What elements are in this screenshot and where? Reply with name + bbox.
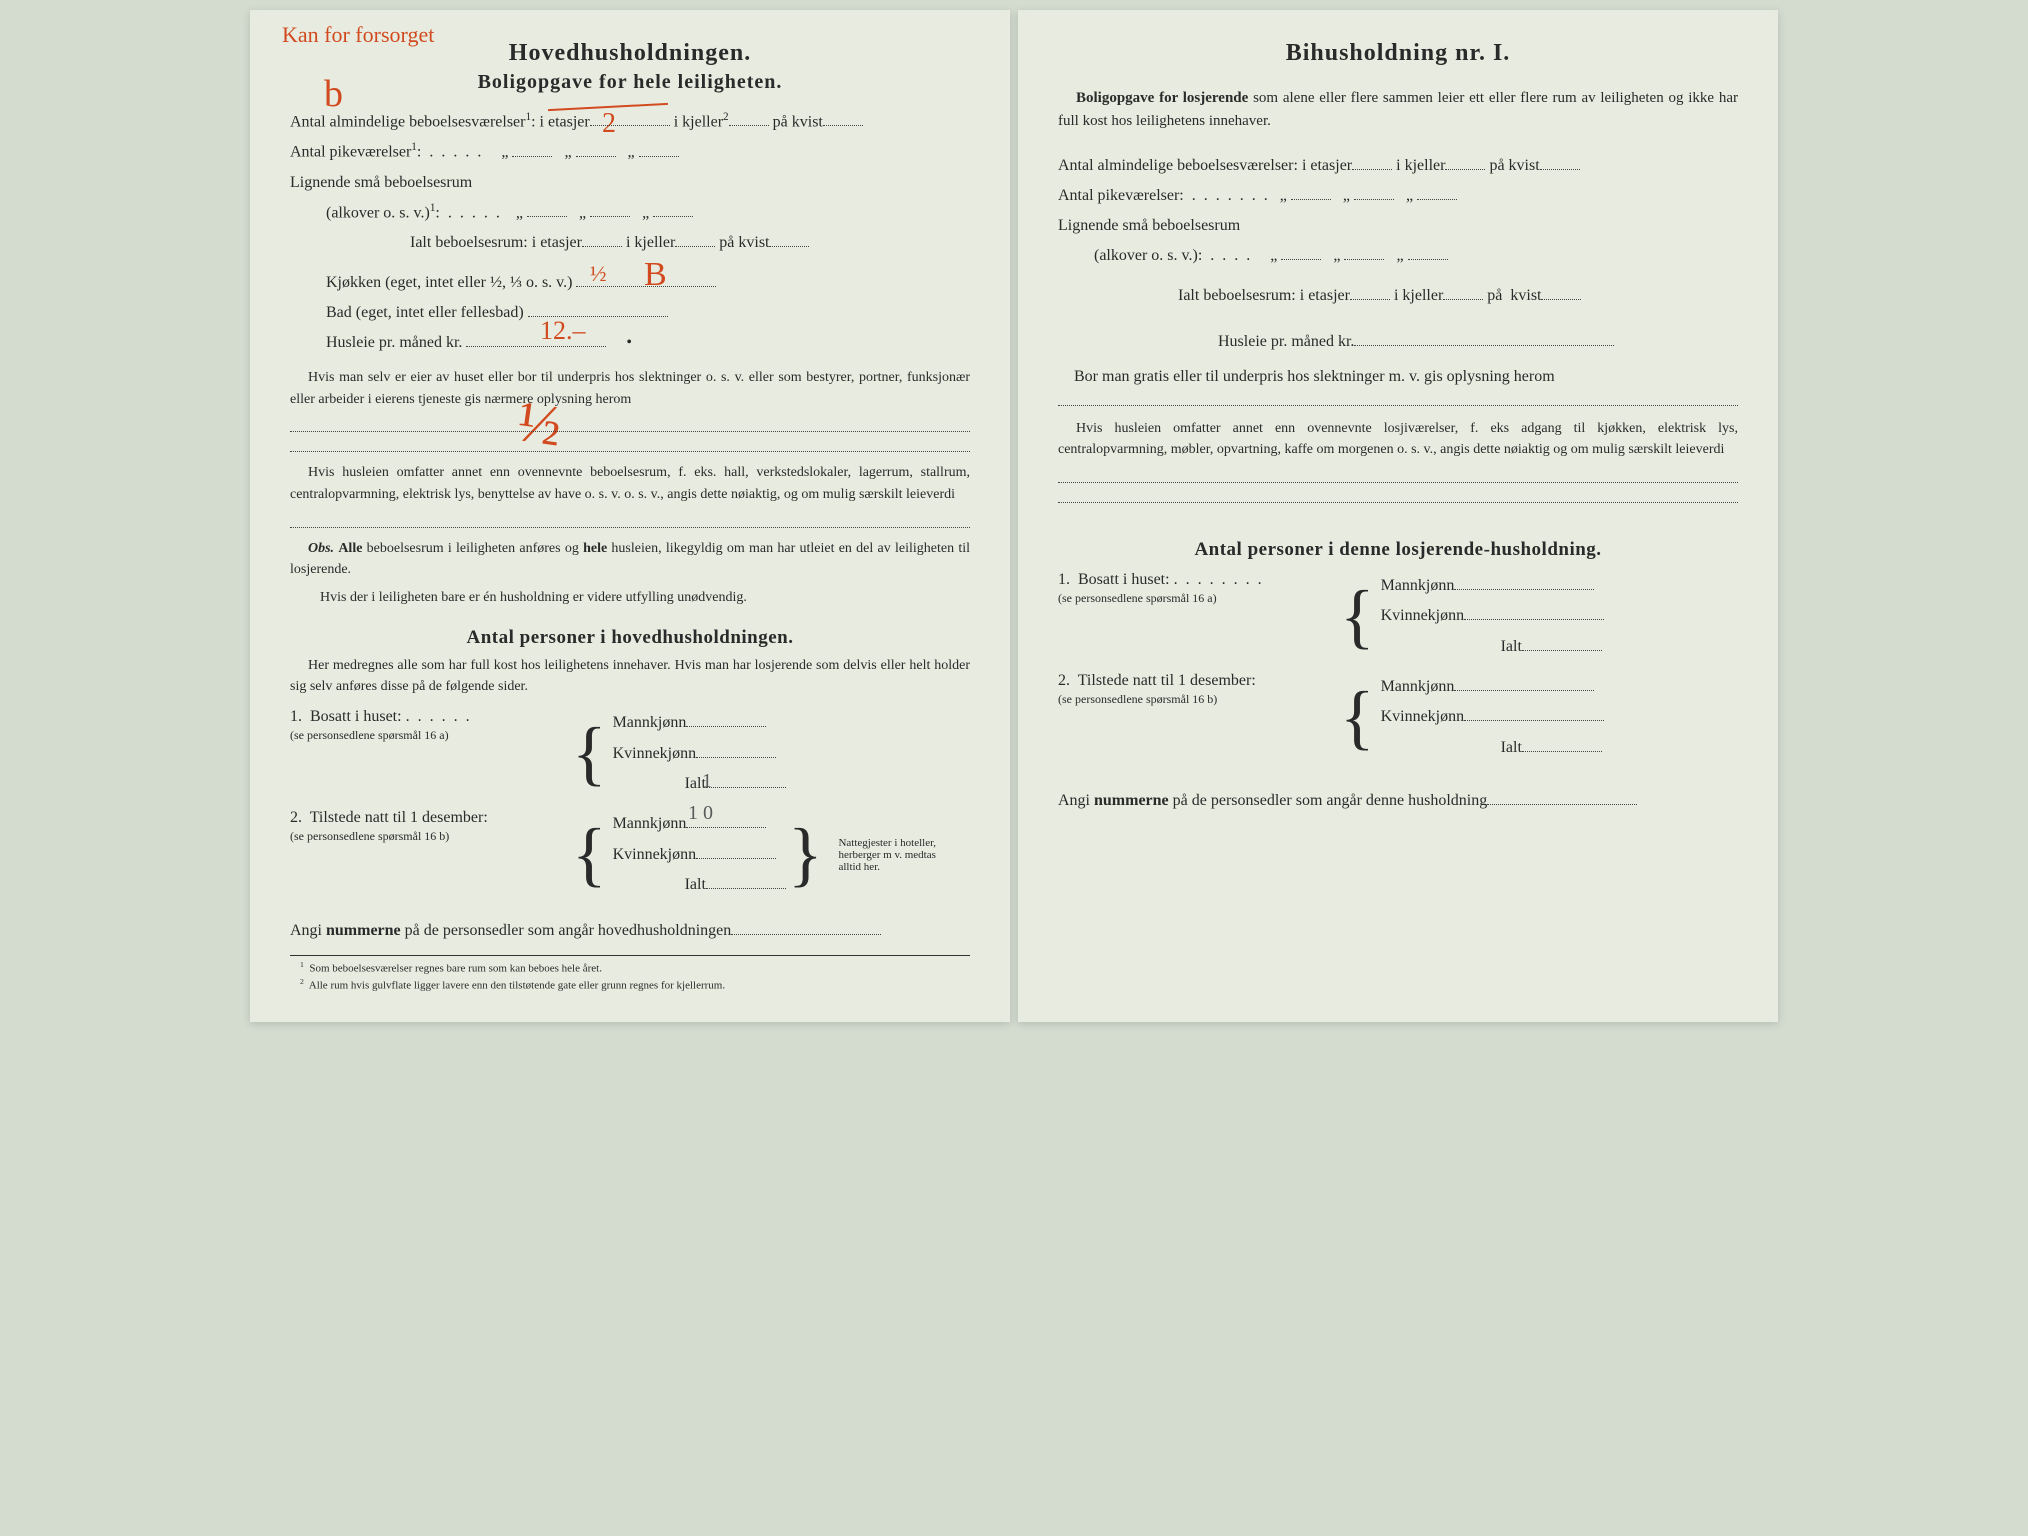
field-q1-ialt[interactable] bbox=[706, 772, 786, 788]
field-r-alc-kv[interactable] bbox=[1408, 244, 1448, 260]
field-r-alc-e[interactable] bbox=[1281, 244, 1321, 260]
field-r-other2[interactable] bbox=[1058, 487, 1738, 503]
left-page: Kan for forsorget b 2 ½ B 12.– ½ 1 1 0 H… bbox=[250, 10, 1010, 1022]
field-kjeller[interactable] bbox=[729, 110, 769, 126]
persons-intro: Her medregnes alle som har full kost hos… bbox=[290, 655, 970, 698]
field-rq1-ialt[interactable] bbox=[1522, 635, 1602, 651]
r-q1-row: 1. Bosatt i huset: . . . . . . . . (se p… bbox=[1058, 571, 1738, 662]
kitchen-line: Kjøkken (eget, intet eller ½, ⅓ o. s. v.… bbox=[290, 269, 970, 297]
field-ialt-etasjer[interactable] bbox=[582, 231, 622, 247]
field-q1-f[interactable] bbox=[696, 742, 776, 758]
rooms-line: Antal almindelige beboelsesværelser1: i … bbox=[290, 108, 970, 136]
r-maid-line: Antal pikeværelser: . . . . . . . „ „ „ bbox=[1058, 182, 1738, 210]
right-title: Bihusholdning nr. I. bbox=[1058, 40, 1738, 67]
r-bor-block: Bor man gratis eller til underpris hos s… bbox=[1058, 368, 1738, 406]
field-angi[interactable] bbox=[731, 919, 881, 935]
field-r-maid-kv[interactable] bbox=[1417, 184, 1457, 200]
q1-row: 1. Bosatt i huset: . . . . . . (se perso… bbox=[290, 708, 970, 799]
r-persons-heading: Antal personer i denne losjerende-hushol… bbox=[1058, 539, 1738, 561]
field-maid-kjeller[interactable] bbox=[576, 141, 616, 157]
r-angi-line: Angi nummerne på de personsedler som ang… bbox=[1058, 787, 1738, 815]
field-owner-2[interactable] bbox=[290, 436, 970, 452]
field-r-maid-k[interactable] bbox=[1354, 184, 1394, 200]
other-para: Hvis husleien omfatter annet enn ovennev… bbox=[290, 462, 970, 505]
field-bath[interactable] bbox=[528, 301, 668, 317]
handwriting-top: Kan for forsorget bbox=[282, 22, 434, 48]
guest-note: Nattegjester i hoteller, herberger m v. … bbox=[838, 837, 948, 873]
right-page: Bihusholdning nr. I. Boligopgave for los… bbox=[1018, 10, 1778, 1022]
field-rq2-m[interactable] bbox=[1454, 675, 1594, 691]
persons-heading: Antal personer i hovedhusholdningen. bbox=[290, 627, 970, 649]
field-alc-kjeller[interactable] bbox=[590, 201, 630, 217]
field-etasjer[interactable] bbox=[590, 110, 670, 126]
r-rooms-line: Antal almindelige beboelsesværelser: i e… bbox=[1058, 152, 1738, 180]
left-subtitle: Boligopgave for hele leiligheten. bbox=[290, 71, 970, 94]
field-r-maid-e[interactable] bbox=[1291, 184, 1331, 200]
field-r-other1[interactable] bbox=[1058, 467, 1738, 483]
r-para2: Hvis husleien omfatter annet enn ovennev… bbox=[1058, 418, 1738, 461]
right-lead: Boligopgave for losjerende som alene ell… bbox=[1058, 87, 1738, 134]
field-r-etasjer[interactable] bbox=[1352, 154, 1392, 170]
q2-row: 2. Tilstede natt til 1 desember: (se per… bbox=[290, 809, 970, 900]
total-rooms-line: Ialt beboelsesrum: i etasjer i kjeller p… bbox=[290, 229, 970, 257]
red-mark-b: b bbox=[324, 72, 343, 116]
bath-line: Bad (eget, intet eller fellesbad) bbox=[290, 299, 970, 327]
brace-icon: { bbox=[788, 826, 823, 884]
field-kitchen[interactable] bbox=[576, 271, 716, 287]
field-ialt-kjeller[interactable] bbox=[675, 231, 715, 247]
field-alc-etasjer[interactable] bbox=[527, 201, 567, 217]
brace-icon: { bbox=[1340, 689, 1375, 747]
field-rq2-f[interactable] bbox=[1464, 705, 1604, 721]
field-r-ialt-k[interactable] bbox=[1443, 284, 1483, 300]
brace-icon: { bbox=[1340, 588, 1375, 646]
field-q1-m[interactable] bbox=[686, 711, 766, 727]
brace-icon: { bbox=[572, 826, 607, 884]
field-alc-kvist[interactable] bbox=[653, 201, 693, 217]
obs-para: Obs. Alle beboelsesrum i leiligheten anf… bbox=[290, 538, 970, 581]
field-maid-kvist[interactable] bbox=[639, 141, 679, 157]
alkove-label1: Lignende små beboelsesrum bbox=[290, 169, 970, 197]
field-r-bor[interactable] bbox=[1058, 390, 1738, 406]
field-owner-1[interactable] bbox=[290, 416, 970, 432]
r-alc2: (alkover o. s. v.): . . . . „ „ „ bbox=[1058, 242, 1738, 270]
owner-para: Hvis man selv er eier av huset eller bor… bbox=[290, 367, 970, 410]
field-rent[interactable] bbox=[466, 331, 606, 347]
field-r-ialt-e[interactable] bbox=[1350, 284, 1390, 300]
r-q2-row: 2. Tilstede natt til 1 desember: (se per… bbox=[1058, 672, 1738, 763]
field-rq2-ialt[interactable] bbox=[1522, 736, 1602, 752]
field-r-ialt-kv[interactable] bbox=[1541, 284, 1581, 300]
r-alc1: Lignende små beboelsesrum bbox=[1058, 212, 1738, 240]
field-q2-m[interactable] bbox=[686, 812, 766, 828]
footnotes: 1 Som beboelsesværelser regnes bare rum … bbox=[290, 955, 970, 994]
angi-line: Angi nummerne på de personsedler som ang… bbox=[290, 917, 970, 945]
field-r-kjeller[interactable] bbox=[1445, 154, 1485, 170]
field-r-alc-k[interactable] bbox=[1344, 244, 1384, 260]
r-rent: Husleie pr. måned kr. bbox=[1058, 328, 1738, 356]
brace-icon: { bbox=[572, 725, 607, 783]
obs-para2: Hvis der i leiligheten bare er én hushol… bbox=[290, 587, 970, 609]
field-other-1[interactable] bbox=[290, 512, 970, 528]
field-q2-f[interactable] bbox=[696, 843, 776, 859]
maid-line: Antal pikeværelser1: . . . . . „ „ „ bbox=[290, 138, 970, 166]
field-rq1-f[interactable] bbox=[1464, 604, 1604, 620]
field-r-kvist[interactable] bbox=[1540, 154, 1580, 170]
field-ialt-kvist[interactable] bbox=[769, 231, 809, 247]
field-r-angi[interactable] bbox=[1487, 789, 1637, 805]
alkove-label2: (alkover o. s. v.)1: . . . . . „ „ „ bbox=[290, 199, 970, 227]
field-kvist[interactable] bbox=[823, 110, 863, 126]
field-q2-ialt[interactable] bbox=[706, 873, 786, 889]
r-total-rooms: Ialt beboelsesrum: i etasjer i kjeller p… bbox=[1058, 282, 1738, 310]
field-rq1-m[interactable] bbox=[1454, 574, 1594, 590]
rent-line: Husleie pr. måned kr. • bbox=[290, 329, 970, 357]
field-r-rent[interactable] bbox=[1354, 330, 1614, 346]
field-maid-etasjer[interactable] bbox=[512, 141, 552, 157]
